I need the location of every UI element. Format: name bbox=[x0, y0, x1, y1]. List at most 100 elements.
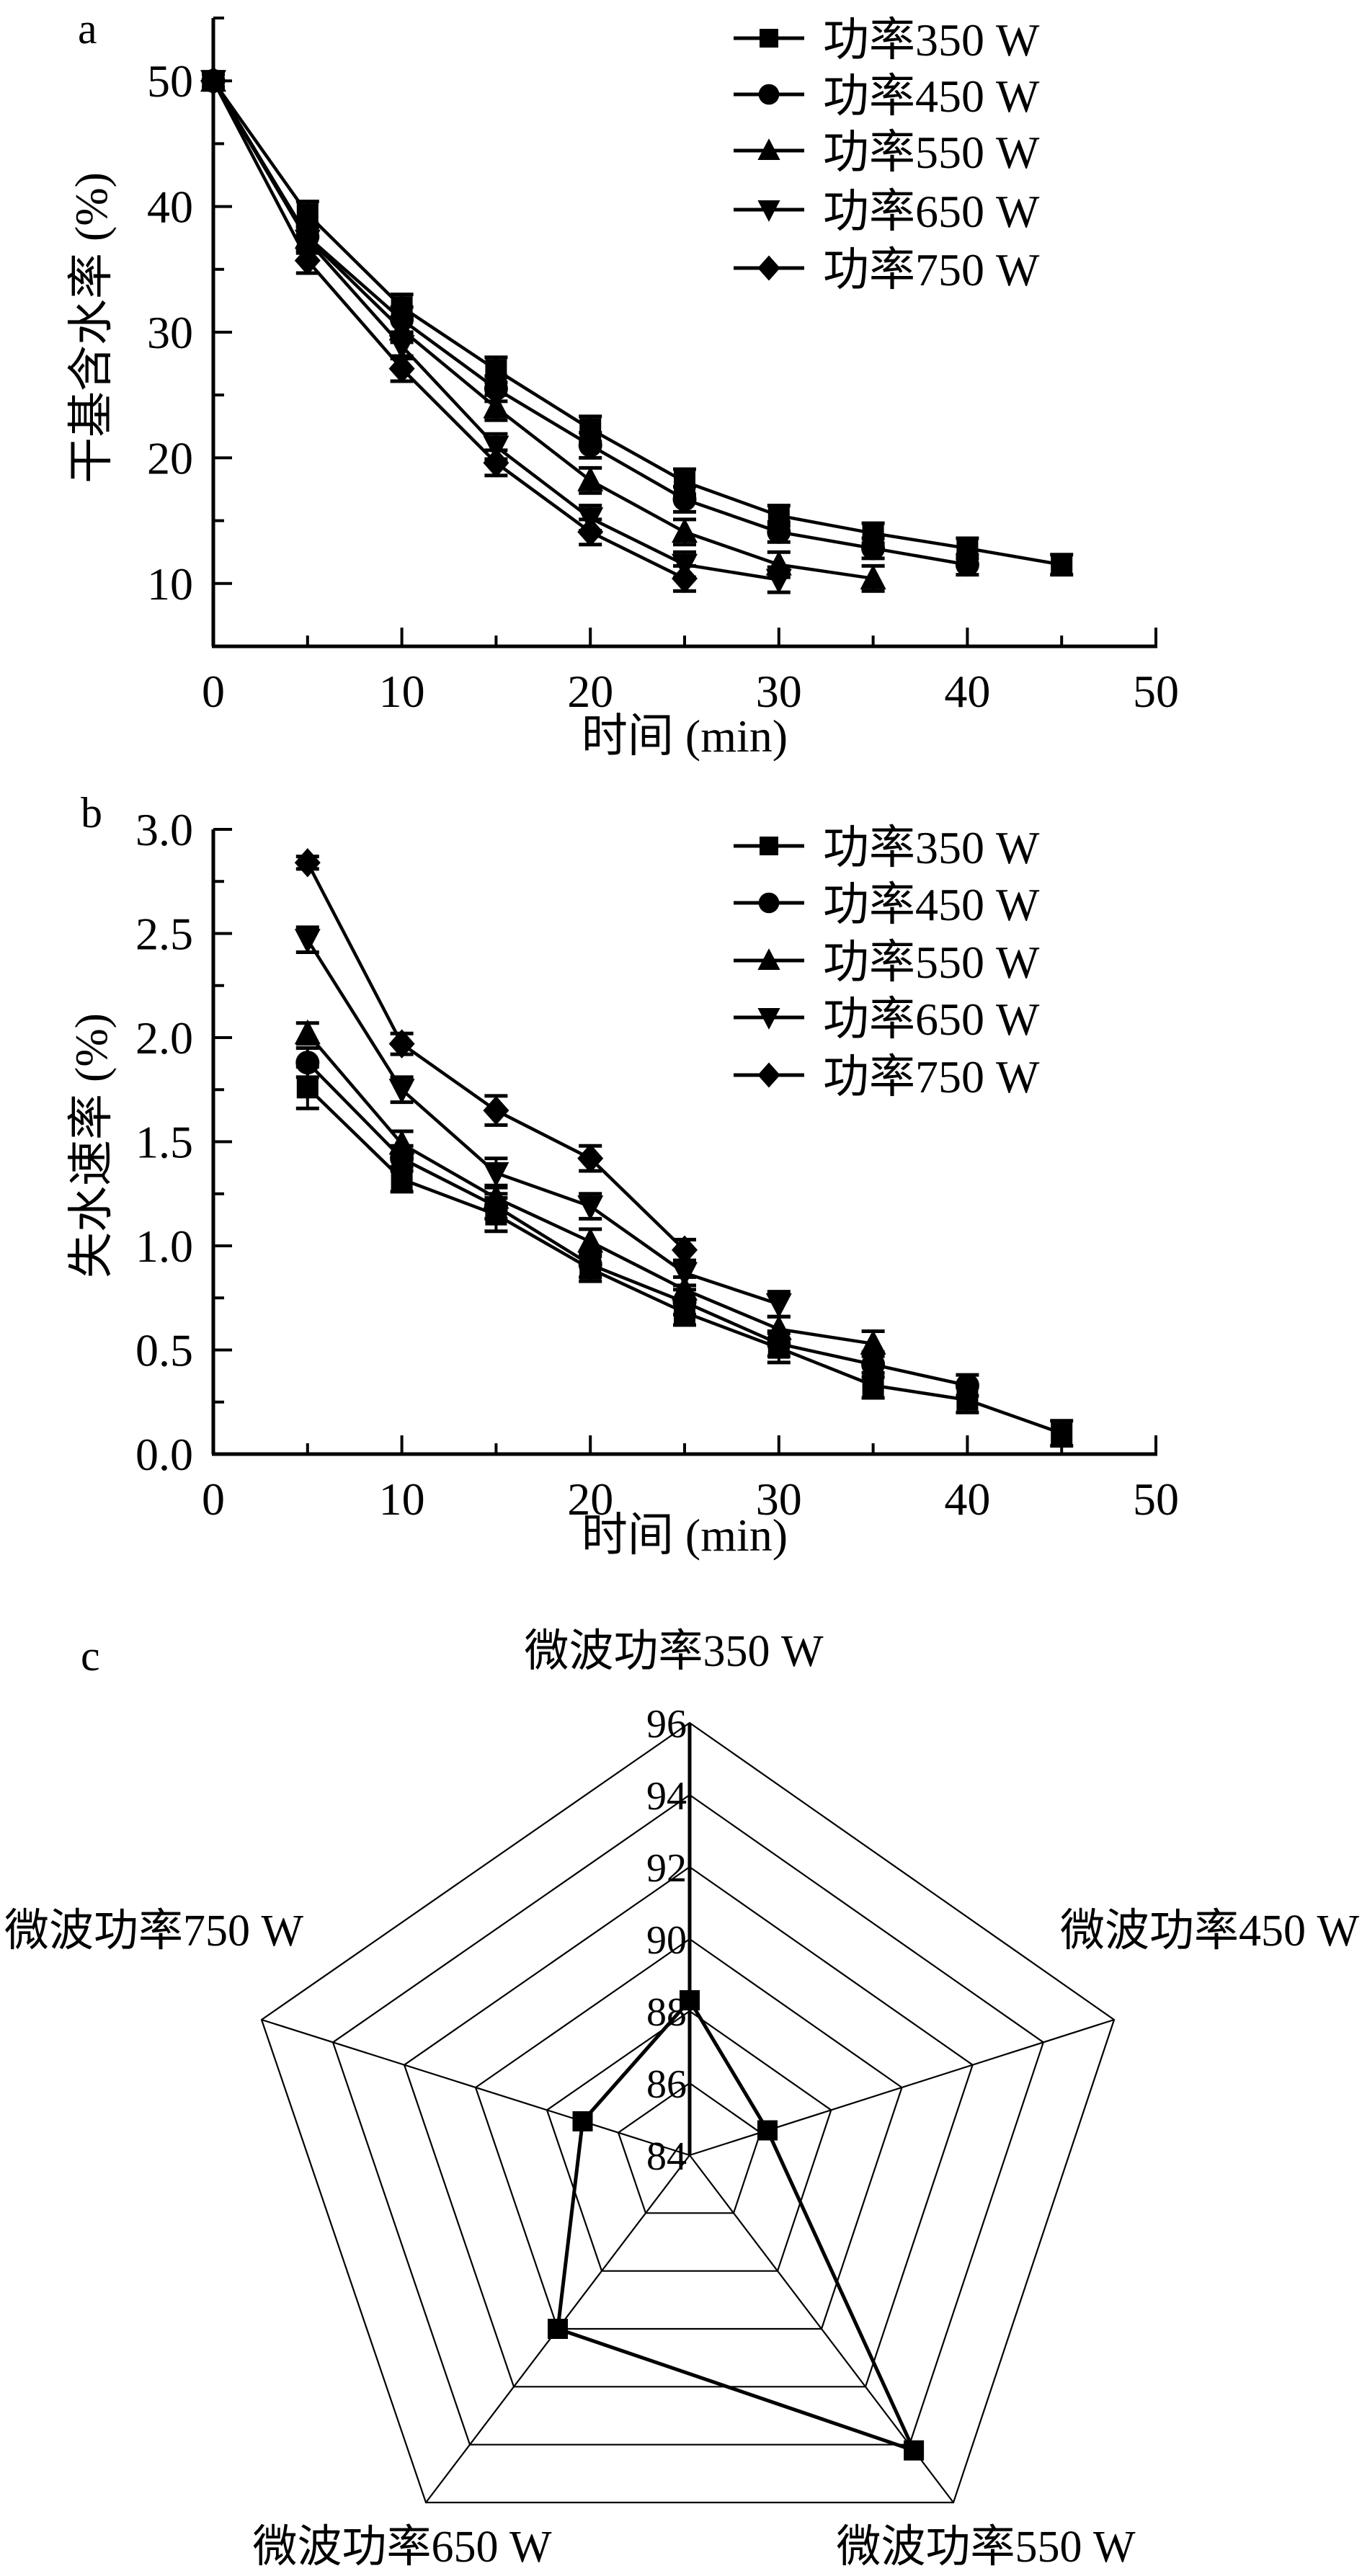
data-point bbox=[860, 564, 886, 589]
radar-category-label: 微波功率550 W bbox=[836, 2523, 1136, 2572]
radar-grid bbox=[260, 1721, 1116, 2504]
radar-tick-label: 86 bbox=[646, 2062, 687, 2107]
b-x-tick-label: 20 bbox=[567, 1474, 613, 1525]
chart-b: b 0 10 20 30 40 50 0.0 0.5 1.0 1.5 2.0 2.5 3.0 功率350… bbox=[66, 789, 1179, 1561]
panel-label-a: a bbox=[78, 5, 97, 53]
a-x-tick-label: 30 bbox=[756, 666, 802, 717]
b-y-tick-label: 2.0 bbox=[135, 1012, 193, 1064]
a-y-tick-label: 50 bbox=[147, 55, 193, 107]
legend-item: 功率650 W bbox=[734, 186, 1040, 237]
radar-data-point bbox=[680, 1990, 700, 2010]
b-x-tick-label: 30 bbox=[756, 1474, 802, 1525]
chart-a-xlabel: 时间 (min) bbox=[582, 710, 788, 762]
a-x-tick-label: 10 bbox=[379, 666, 425, 717]
data-point bbox=[388, 1079, 415, 1104]
radar-category-label: 微波功率350 W bbox=[524, 1627, 824, 1676]
data-point bbox=[483, 1184, 509, 1209]
data-point bbox=[483, 393, 509, 419]
data-point bbox=[577, 1195, 604, 1221]
series-line bbox=[212, 80, 873, 581]
a-x-tick-label: 20 bbox=[567, 666, 613, 717]
b-y-tick-label: 1.0 bbox=[135, 1221, 193, 1272]
chart-a-series bbox=[200, 66, 1074, 594]
data-point bbox=[388, 354, 415, 383]
a-x-tick-label: 50 bbox=[1133, 666, 1179, 717]
data-point bbox=[577, 1227, 604, 1253]
radar-ring bbox=[260, 1721, 1116, 2504]
series-line bbox=[306, 938, 780, 1306]
data-point bbox=[765, 1293, 792, 1319]
data-point bbox=[294, 1019, 321, 1045]
radar-data-point bbox=[904, 2440, 925, 2461]
radar-ring bbox=[474, 1938, 903, 2330]
data-point bbox=[672, 563, 698, 594]
data-point bbox=[861, 536, 886, 561]
legend-marker bbox=[758, 84, 780, 105]
legend-label: 功率350 W bbox=[823, 822, 1040, 873]
series-triangle-down bbox=[200, 70, 792, 594]
legend-item: 功率550 W bbox=[734, 937, 1040, 988]
data-point bbox=[388, 1029, 415, 1059]
radar-tick-label: 90 bbox=[646, 1918, 687, 1963]
data-point bbox=[672, 1262, 698, 1288]
radar-tick-label: 88 bbox=[646, 1990, 687, 2035]
radar-category-label: 微波功率450 W bbox=[1060, 1907, 1360, 1956]
legend-item: 功率350 W bbox=[734, 14, 1040, 66]
legend-item: 功率650 W bbox=[734, 994, 1040, 1045]
radar-series-line bbox=[556, 1997, 917, 2454]
legend-item: 功率750 W bbox=[734, 1051, 1040, 1102]
radar-series bbox=[548, 1990, 925, 2461]
data-point bbox=[672, 1275, 698, 1301]
a-y-tick-label: 10 bbox=[147, 558, 193, 610]
legend-label: 功率650 W bbox=[823, 186, 1040, 237]
radar-data-point bbox=[757, 2120, 778, 2141]
data-point bbox=[294, 847, 321, 878]
data-point bbox=[483, 1162, 509, 1187]
legend-label: 功率650 W bbox=[823, 994, 1040, 1045]
b-y-tick-label: 1.5 bbox=[135, 1117, 193, 1168]
a-x-tick-label: 0 bbox=[202, 666, 225, 717]
radar-ring bbox=[403, 1866, 974, 2388]
b-y-tick-label: 0.5 bbox=[135, 1325, 193, 1376]
data-point bbox=[1051, 1422, 1073, 1445]
legend-label: 功率450 W bbox=[823, 71, 1040, 122]
legend-item: 功率750 W bbox=[734, 244, 1040, 295]
series-line bbox=[306, 1061, 968, 1387]
a-y-tick-label: 20 bbox=[147, 432, 193, 483]
data-point bbox=[767, 520, 791, 544]
legend-marker bbox=[757, 1062, 780, 1088]
data-point bbox=[672, 487, 697, 512]
radar-tick-label: 96 bbox=[646, 1702, 687, 1747]
legend-marker bbox=[757, 1008, 780, 1030]
data-point bbox=[955, 1373, 979, 1398]
chart-b-xlabel: 时间 (min) bbox=[582, 1510, 788, 1561]
chart-b-legend: 功率350 W 功率450 W 功率550 W 功率650 W 功率750 W bbox=[734, 822, 1040, 1102]
series-diamond bbox=[294, 847, 698, 1265]
b-x-tick-label: 50 bbox=[1133, 1474, 1179, 1525]
series-line bbox=[212, 80, 685, 580]
data-point bbox=[860, 1329, 886, 1355]
data-point bbox=[577, 517, 604, 547]
data-point bbox=[200, 66, 226, 96]
radar-tick-label: 92 bbox=[646, 1846, 687, 1891]
panel-label-c: c bbox=[81, 1632, 100, 1680]
chart-b-axes: 0 10 20 30 40 50 0.0 0.5 1.0 1.5 2.0 2.5 3.0 bbox=[135, 804, 1179, 1525]
data-point bbox=[294, 229, 321, 255]
legend-marker bbox=[760, 837, 778, 855]
data-point bbox=[861, 1352, 886, 1377]
data-point bbox=[577, 466, 604, 491]
chart-b-series bbox=[294, 847, 1074, 1448]
radar-ring bbox=[331, 1793, 1045, 2446]
radar-ticks: 84 86 88 90 92 94 96 bbox=[646, 1702, 687, 2179]
panel-label-b: b bbox=[81, 789, 102, 837]
legend-label: 功率550 W bbox=[823, 127, 1040, 178]
legend-item: 功率450 W bbox=[734, 879, 1040, 930]
radar-spoke bbox=[689, 2018, 1115, 2157]
legend-marker bbox=[757, 200, 780, 222]
data-point bbox=[388, 335, 415, 360]
chart-a-ylabel: 干基含水率 (%) bbox=[66, 172, 117, 483]
series-triangle-up bbox=[294, 1019, 886, 1358]
